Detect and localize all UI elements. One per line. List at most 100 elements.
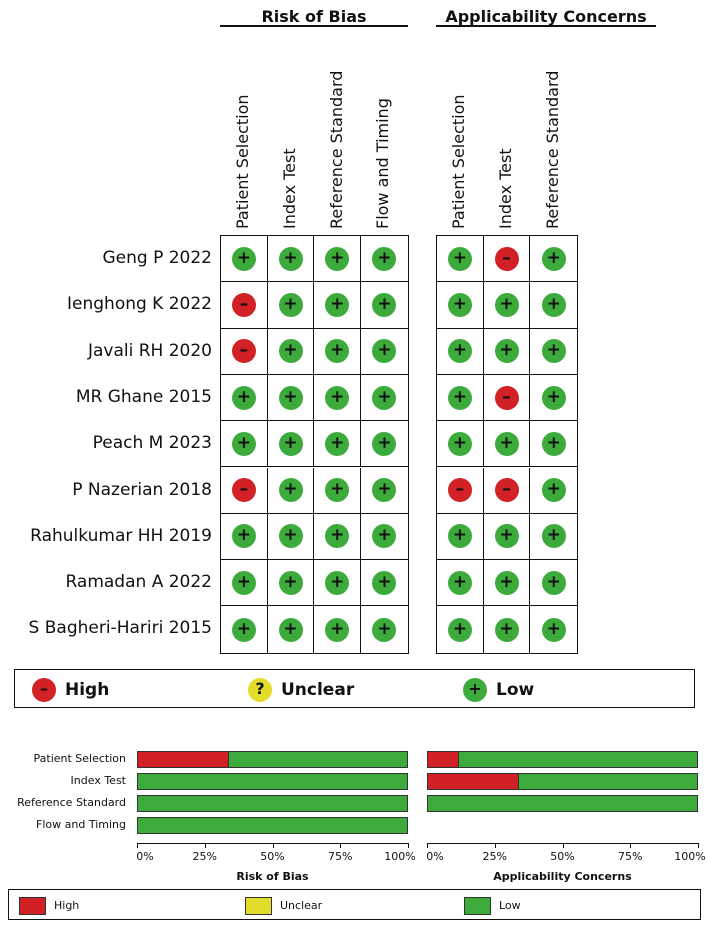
low-icon: + <box>463 677 487 702</box>
study-label: Peach M 2023 <box>92 433 212 454</box>
app-cell: + <box>530 421 578 468</box>
legend-low: + Low <box>463 670 534 709</box>
low-judgement-icon: + <box>494 524 519 549</box>
rob-cell: + <box>221 236 268 283</box>
app-cell: + <box>484 606 531 653</box>
app-cell: + <box>437 513 484 561</box>
low-judgement-icon: + <box>494 339 519 364</box>
low-judgement-icon: + <box>278 292 303 317</box>
high-judgement-icon: – <box>231 292 256 317</box>
rob-cell: – <box>221 282 268 329</box>
rob-cell: + <box>314 282 362 329</box>
x-axis-tick-label: 75% <box>618 850 643 863</box>
rob-cell: – <box>221 328 268 375</box>
bar-category-label: Reference Standard <box>17 796 126 810</box>
rob-col-index-test: Index Test <box>280 148 300 229</box>
app-cell: + <box>437 560 484 607</box>
bar-segment-low <box>138 818 407 834</box>
bar-legend-high: High <box>19 890 79 921</box>
study-label: S Bagheri-Hariri 2015 <box>28 618 212 639</box>
bar-segment-high <box>138 752 228 767</box>
x-axis-tick <box>137 843 138 848</box>
low-judgement-icon: + <box>325 617 350 642</box>
low-judgement-icon: + <box>541 339 566 364</box>
study-label: Ienghong K 2022 <box>67 294 212 315</box>
x-axis-tick <box>204 843 206 848</box>
bar-segment-low <box>138 796 407 812</box>
x-axis-tick <box>562 843 564 848</box>
rob-cell: + <box>314 560 362 607</box>
low-judgement-icon: + <box>447 524 472 549</box>
low-judgement-icon: + <box>447 431 472 456</box>
high-judgement-icon: – <box>447 478 472 503</box>
low-judgement-icon: + <box>372 570 397 595</box>
rob-cell: + <box>268 606 315 653</box>
rob-cell: + <box>361 514 408 561</box>
app-cell: + <box>437 328 484 375</box>
x-axis-tick-label: 100% <box>674 850 706 863</box>
bar-category-label: Patient Selection <box>33 752 127 765</box>
x-axis-tick <box>408 843 409 848</box>
low-judgement-icon: + <box>325 570 350 595</box>
rob-cell: + <box>221 421 268 468</box>
app-cell: + <box>530 514 578 561</box>
app-cell: + <box>530 236 578 283</box>
rob-section-title: Risk of Bias <box>261 7 367 26</box>
bar-track <box>137 773 408 791</box>
bar-track <box>137 817 408 835</box>
low-judgement-icon: + <box>278 339 303 364</box>
low-judgement-icon: + <box>325 431 350 456</box>
low-judgement-icon: + <box>231 524 256 549</box>
high-judgement-icon: – <box>231 478 256 503</box>
rob-col-reference-standard: Reference Standard <box>326 70 346 229</box>
low-judgement-icon: + <box>494 292 519 317</box>
low-judgement-icon: + <box>541 431 566 456</box>
bar-track <box>427 751 698 768</box>
x-axis-tick-label: 25% <box>482 850 507 863</box>
x-axis-tick <box>340 843 342 848</box>
low-judgement-icon: + <box>231 431 256 456</box>
low-judgement-icon: + <box>278 570 303 595</box>
low-judgement-icon: + <box>447 385 472 410</box>
app-cell: + <box>483 328 531 375</box>
app-cell: + <box>483 513 531 561</box>
bar-category-label: Index Test <box>70 774 126 788</box>
low-judgement-icon: + <box>372 339 397 364</box>
bar-legend-unclear: Unclear <box>245 890 322 921</box>
legend-unclear: ? Unclear <box>248 670 354 709</box>
rob-cell: + <box>361 236 408 283</box>
rob-cell: + <box>314 467 362 514</box>
rob-cell: + <box>361 560 408 607</box>
x-axis-tick-label: 75% <box>328 850 353 863</box>
x-axis-tick-label: 50% <box>260 850 285 863</box>
bar-segment-low <box>138 774 407 790</box>
low-judgement-icon: + <box>541 524 566 549</box>
high-judgement-icon: – <box>494 246 519 271</box>
rob-cell: + <box>361 606 408 652</box>
bar-track <box>137 751 408 768</box>
low-judgement-icon: + <box>372 246 397 271</box>
bar-legend-low: Low <box>464 890 521 921</box>
bar-segment-low <box>227 752 407 767</box>
low-judgement-icon: + <box>325 292 350 317</box>
bar-legend-unclear-label: Unclear <box>280 899 323 912</box>
app-col-reference-standard: Reference Standard <box>542 70 562 229</box>
low-judgement-icon: + <box>541 292 566 317</box>
x-axis-tick <box>427 843 428 848</box>
low-judgement-icon: + <box>447 570 472 595</box>
rob-cell: + <box>267 282 315 329</box>
app-cell: + <box>437 374 484 422</box>
app-cell: + <box>483 282 531 329</box>
rob-cell: – <box>221 467 268 514</box>
rob-cell: + <box>267 513 315 561</box>
high-judgement-icon: – <box>494 478 519 503</box>
unclear-icon: ? <box>248 677 272 702</box>
low-judgement-icon: + <box>278 478 303 503</box>
low-judgement-icon: + <box>541 617 566 642</box>
app-cell: – <box>483 374 531 422</box>
high-icon: – <box>32 677 56 702</box>
risk-of-bias-grid: + + + + – + + + – + + + + + + + + + + + – + + + + + + + + + + + + + + + <box>220 235 409 654</box>
bar-segment-high <box>428 774 518 790</box>
low-judgement-icon: + <box>372 431 397 456</box>
bar-track <box>137 795 408 813</box>
